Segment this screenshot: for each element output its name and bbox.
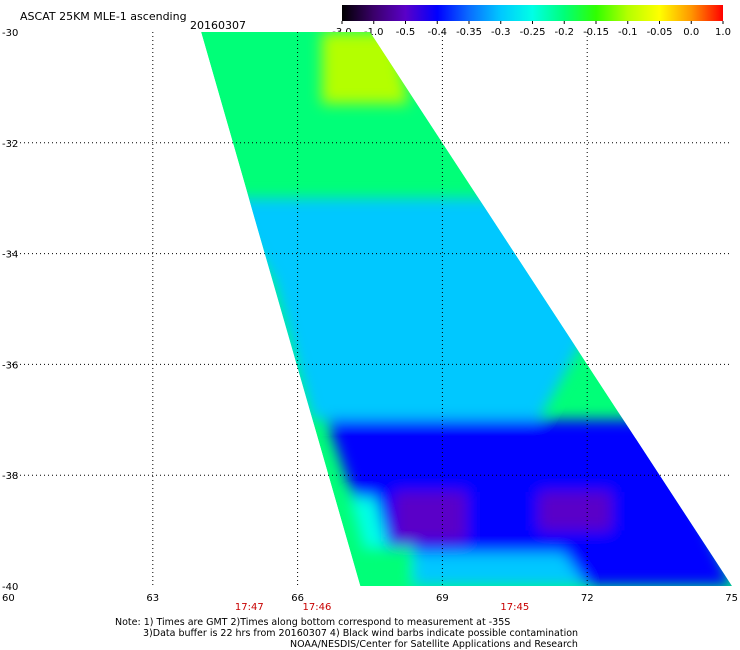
chart-date: 20160307 [190,19,246,32]
colorbar-label: -1.0 [364,27,384,38]
colorbar-label: 1.0 [715,27,731,38]
swath-region-5 [538,491,612,531]
colorbar-label: -0.35 [456,27,482,38]
footer-note-2: 3)Data buffer is 22 hrs from 20160307 4)… [143,628,578,639]
swath-time-label: 17:47 [235,602,264,613]
x-tick-label: 66 [291,593,304,604]
x-tick-label: 63 [146,593,159,604]
x-tick-label: 75 [725,593,738,604]
colorbar-label: -0.1 [618,27,638,38]
grid-lines [8,32,732,586]
swath-region-6 [350,497,390,553]
swath-region-3 [326,419,732,586]
colorbar-gradient [342,5,723,21]
y-tick-label: -30 [2,28,18,39]
x-axis-ticks: 60 63 66 69 72 75 [2,593,738,604]
y-tick-label: -40 [2,582,18,593]
swath-region-0 [321,32,409,104]
chart-title: ASCAT 25KM MLE-1 ascending [20,10,187,23]
swath-region-4 [394,491,467,542]
colorbar-label: -0.4 [427,27,447,38]
colorbar-label: 0.0 [683,27,699,38]
y-tick-label: -32 [2,139,18,150]
colorbar-label: -0.25 [520,27,546,38]
y-tick-label: -34 [2,250,18,261]
colorbar-label: -0.05 [647,27,673,38]
x-tick-label: 60 [2,593,15,604]
y-tick-label: -38 [2,471,18,482]
x-tick-label: 69 [436,593,449,604]
swath-time-label: 17:45 [500,602,529,613]
swath-heatmap [201,32,732,586]
swath-region-1 [220,253,230,276]
colorbar-label: -0.3 [491,27,511,38]
swath-time-label: 17:46 [302,602,331,613]
colorbar-label: -0.5 [396,27,416,38]
swath-region-7 [360,547,424,586]
swath-time-labels: 17:47 17:46 17:45 [235,602,529,613]
swath-region-8 [413,552,588,586]
footer-credit: NOAA/NESDIS/Center for Satellite Applica… [290,639,578,650]
colorbar-label: -0.15 [583,27,609,38]
colorbar: -3.0-1.0-0.5-0.4-0.35-0.3-0.25-0.2-0.15-… [332,5,731,38]
footer-note-1: Note: 1) Times are GMT 2)Times along bot… [115,617,510,628]
x-tick-label: 72 [581,593,594,604]
y-tick-label: -36 [2,360,18,371]
colorbar-label: -0.2 [554,27,574,38]
y-axis-ticks: -30 -32 -34 -36 -38 -40 [2,28,18,593]
